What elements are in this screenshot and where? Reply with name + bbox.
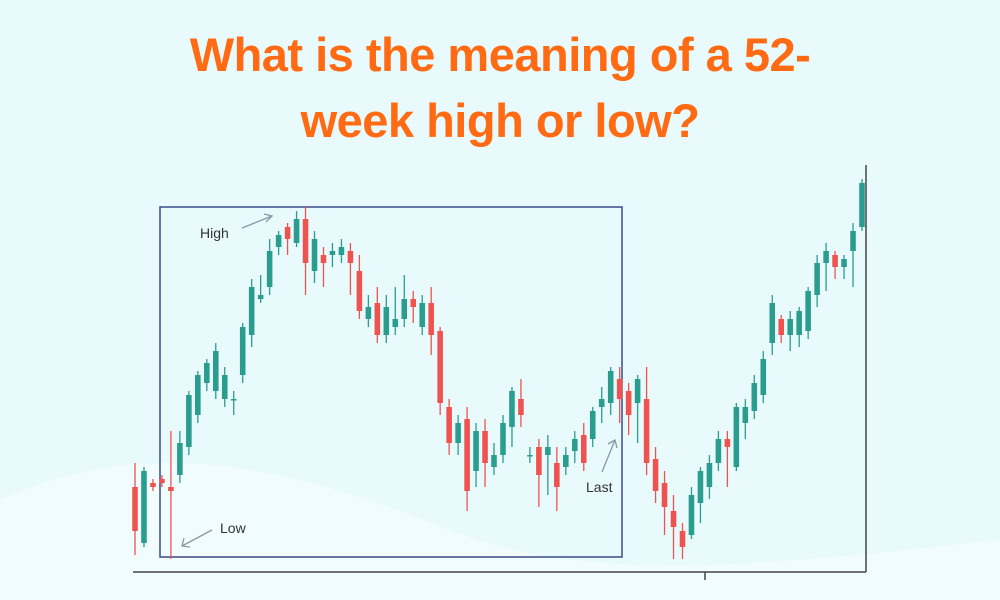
candle-body <box>572 439 578 451</box>
candle-body <box>473 431 479 471</box>
candle-body <box>598 399 605 407</box>
candle-body <box>275 235 282 247</box>
candle-body <box>284 227 291 239</box>
candle-body <box>814 263 820 295</box>
candle-body <box>796 311 802 335</box>
candle-body <box>518 399 524 415</box>
annotation: High <box>200 225 229 241</box>
candle-body <box>652 459 659 491</box>
candle-body <box>302 219 309 263</box>
candle-body <box>724 439 731 447</box>
candle-body <box>266 251 273 287</box>
candle-body <box>580 435 587 463</box>
candle-body <box>212 351 219 391</box>
candle-body <box>589 411 596 439</box>
arrow <box>241 213 274 229</box>
candle-body <box>715 439 722 463</box>
candle-body <box>221 375 228 399</box>
candle-body <box>634 379 641 403</box>
candle-body <box>742 407 749 423</box>
candle-body <box>257 295 264 299</box>
candle-body <box>159 479 165 483</box>
candle-body <box>697 471 704 503</box>
candle-body <box>365 307 372 319</box>
candle-body <box>607 371 614 403</box>
candle-body <box>563 455 569 467</box>
annotation: Last <box>586 479 613 495</box>
candle-body <box>392 319 399 327</box>
candle-body <box>177 443 183 475</box>
candle-body <box>554 463 560 487</box>
candle-body <box>545 447 551 455</box>
candle-body <box>787 319 793 335</box>
candle-body <box>428 303 434 335</box>
candle-body <box>464 419 470 491</box>
candle-body <box>141 471 147 543</box>
candle-body <box>733 407 740 467</box>
candle-body <box>643 399 650 463</box>
candle-body <box>347 251 354 263</box>
candle-body <box>527 455 533 457</box>
candle-body <box>760 359 767 395</box>
candle-body <box>383 307 390 335</box>
candle-body <box>625 391 632 415</box>
background-wave <box>0 462 1000 600</box>
candle-body <box>410 299 417 307</box>
candle-body <box>168 487 174 491</box>
candle-body <box>401 299 408 319</box>
candle-body <box>374 303 381 335</box>
candle-body <box>293 219 300 243</box>
candle-body <box>482 431 488 463</box>
candle-body <box>706 463 713 487</box>
candle-body <box>491 455 497 467</box>
title: What is the meaning of a 52-week high or… <box>189 28 811 147</box>
candle-body <box>338 247 345 255</box>
candle-body <box>311 239 318 271</box>
candle-body <box>850 231 856 251</box>
candle-body <box>509 391 515 427</box>
candle-body <box>832 255 838 267</box>
candle-body <box>419 303 425 327</box>
candle-body <box>661 483 668 507</box>
arrow <box>181 529 213 548</box>
candle-body <box>679 531 686 547</box>
candle-body <box>859 183 865 227</box>
candle-body <box>536 447 542 475</box>
candle-body <box>841 259 847 267</box>
candle-body <box>670 511 677 527</box>
candle-body <box>150 483 156 487</box>
annotation: Low <box>220 520 247 536</box>
candle-body <box>329 251 336 255</box>
candle-body <box>437 331 443 403</box>
candle-body <box>195 375 201 415</box>
candle-body <box>186 395 192 447</box>
candle-body <box>204 363 210 383</box>
candle-body <box>132 487 138 531</box>
candle-body <box>455 423 461 443</box>
candle-body <box>230 399 237 401</box>
candle-body <box>320 255 327 263</box>
candle-body <box>769 303 776 343</box>
candle-body <box>751 383 758 411</box>
candle-body <box>239 327 246 375</box>
candle-body <box>805 291 811 331</box>
candles <box>132 179 865 559</box>
candle-body <box>446 407 452 443</box>
candle-body <box>500 423 506 455</box>
arrow <box>601 439 618 473</box>
candle-body <box>778 319 785 335</box>
candle-body <box>356 271 363 311</box>
candle-body <box>823 251 829 263</box>
candle-body <box>688 495 695 535</box>
candle-body <box>248 287 255 335</box>
candle-body <box>616 379 623 399</box>
